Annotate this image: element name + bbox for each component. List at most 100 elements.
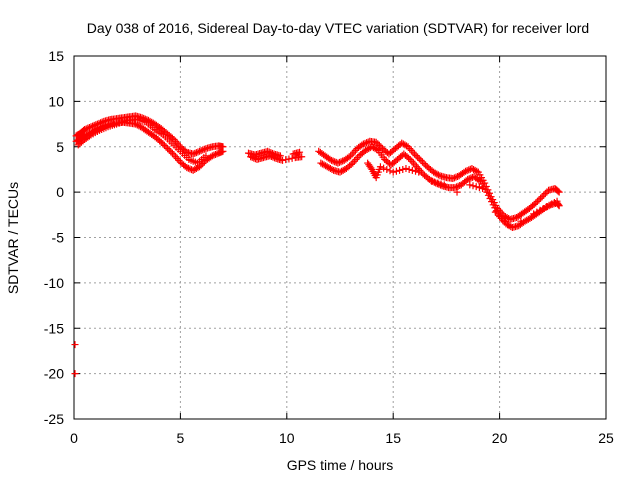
- data-point: [71, 370, 79, 378]
- data-point: [160, 141, 168, 149]
- data-point: [350, 157, 358, 165]
- data-point: [517, 217, 525, 225]
- data-point: [532, 199, 540, 207]
- data-point: [279, 156, 287, 164]
- data-point: [212, 150, 220, 158]
- data-point: [537, 194, 545, 202]
- data-point: [530, 200, 538, 208]
- axis-ticks: 0 5 10 15 20 25 -25 -20 -15 -10 -5 0 5 10 15: [44, 48, 614, 446]
- data-point: [354, 154, 362, 162]
- data-point: [375, 141, 383, 149]
- data-point: [250, 154, 258, 162]
- data-point: [463, 167, 471, 175]
- data-point: [475, 176, 483, 184]
- data-point: [208, 152, 216, 160]
- chart-title: Day 038 of 2016, Sidereal Day-to-day VTE…: [87, 20, 589, 36]
- data-point: [452, 173, 460, 181]
- data-point: [469, 182, 477, 190]
- data-point: [408, 166, 416, 174]
- y-axis-label: SDTVAR / TECUs: [5, 182, 21, 294]
- data-point: [81, 126, 89, 134]
- data-point: [473, 167, 481, 175]
- data-point: [372, 138, 380, 146]
- data-point: [85, 132, 93, 140]
- data-point: [191, 149, 199, 157]
- data-point: [298, 153, 306, 161]
- data-point: [347, 160, 355, 168]
- data-point: [486, 194, 494, 202]
- x-tick-label: 0: [70, 430, 78, 446]
- data-point: [453, 188, 461, 196]
- data-point: [288, 154, 296, 162]
- data-point: [555, 202, 563, 210]
- data-point: [401, 141, 409, 149]
- data-point: [367, 164, 375, 172]
- data-point: [189, 150, 197, 158]
- data-point: [488, 198, 496, 206]
- data-point: [219, 147, 227, 155]
- data-point: [196, 147, 204, 155]
- data-point: [538, 193, 546, 201]
- data-point: [431, 178, 439, 186]
- data-point: [157, 138, 165, 146]
- data-point: [269, 153, 277, 161]
- data-point: [248, 153, 256, 161]
- data-point: [282, 156, 290, 164]
- data-point: [183, 164, 191, 172]
- x-tick-label: 5: [177, 430, 185, 446]
- data-point: [383, 165, 391, 173]
- data-point: [495, 211, 503, 219]
- data-point: [505, 222, 513, 230]
- data-point: [454, 182, 462, 190]
- data-point: [409, 159, 417, 167]
- data-point: [440, 181, 448, 189]
- data-point: [210, 151, 218, 159]
- data-point: [498, 214, 506, 222]
- data-point: [194, 148, 202, 156]
- data-point: [84, 124, 92, 132]
- data-point: [399, 165, 407, 173]
- data-point: [159, 140, 167, 148]
- data-point: [554, 187, 562, 195]
- data-point: [71, 341, 79, 349]
- data-point: [331, 158, 339, 166]
- data-point: [337, 158, 345, 166]
- data-point: [392, 167, 400, 175]
- data-point: [271, 154, 279, 162]
- data-point: [449, 175, 457, 183]
- data-point: [407, 146, 415, 154]
- data-point: [479, 184, 487, 192]
- data-point: [327, 156, 335, 164]
- data-point: [172, 153, 180, 161]
- data-point: [350, 148, 358, 156]
- data-point: [175, 156, 183, 164]
- data-point: [504, 221, 512, 229]
- data-point: [451, 184, 459, 192]
- y-tick-label: 15: [48, 48, 64, 64]
- data-point: [501, 218, 509, 226]
- data-point: [405, 165, 413, 173]
- data-point: [267, 153, 275, 161]
- y-tick-label: 5: [56, 139, 64, 155]
- data-point: [555, 188, 563, 196]
- data-point: [428, 177, 436, 185]
- data-point: [541, 189, 549, 197]
- data-point: [373, 145, 381, 153]
- data-point: [359, 140, 367, 148]
- y-tick-label: -5: [52, 230, 65, 246]
- data-point: [412, 167, 420, 175]
- data-point: [363, 139, 371, 147]
- data-point: [345, 153, 353, 161]
- data-point: [410, 150, 418, 158]
- data-point: [491, 208, 499, 216]
- data-point: [434, 171, 442, 179]
- data-point: [156, 137, 164, 145]
- data-point: [386, 167, 394, 175]
- data-point: [535, 196, 543, 204]
- data-point: [402, 165, 410, 173]
- data-point: [466, 181, 474, 189]
- data-point: [335, 158, 343, 166]
- data-point: [475, 184, 483, 192]
- data-point: [483, 188, 491, 196]
- data-point: [492, 207, 500, 215]
